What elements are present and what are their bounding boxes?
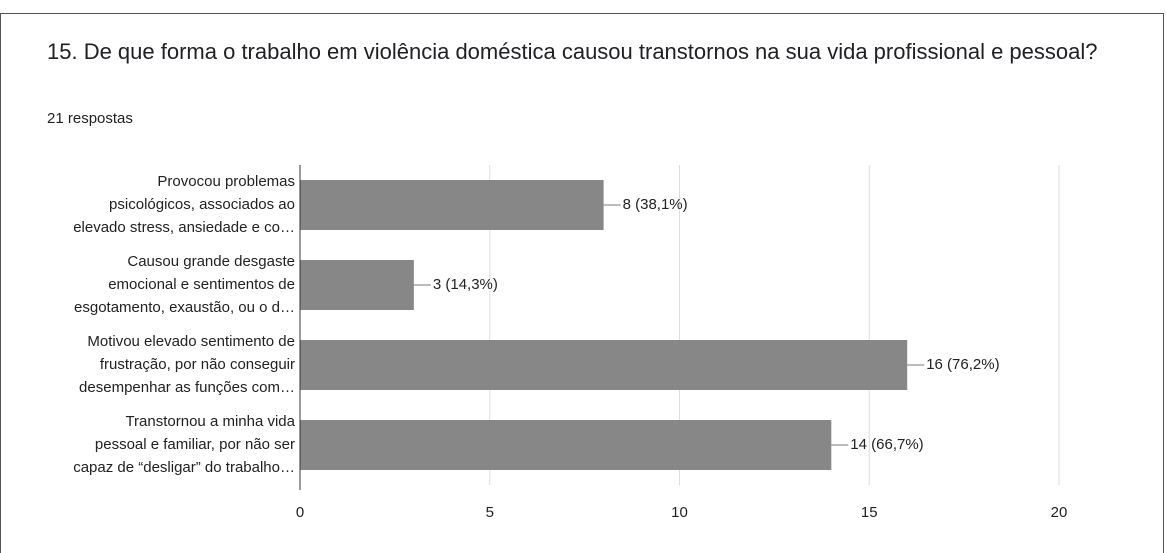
card <box>0 13 1164 553</box>
chart-title: 15. De que forma o trabalho em violência… <box>47 39 1098 64</box>
chart-subtitle: 21 respostas <box>47 110 133 127</box>
y-tick-label: Motivou elevado sentimento de <box>87 333 295 350</box>
bar <box>300 260 414 310</box>
page: 15. De que forma o trabalho em violência… <box>0 13 1164 553</box>
y-tick-label: desempenhar as funções com… <box>79 379 295 396</box>
y-tick-label: Provocou problemas <box>157 173 295 190</box>
y-tick-label: psicológicos, associados ao <box>109 196 295 213</box>
value-label: 8 (38,1%) <box>623 196 688 213</box>
x-tick-label: 0 <box>296 504 304 521</box>
y-tick-label: emocional e sentimentos de <box>108 276 295 293</box>
x-tick-label: 20 <box>1051 504 1068 521</box>
value-label: 3 (14,3%) <box>433 276 498 293</box>
bar <box>300 340 908 390</box>
y-tick-label: capaz de “desligar” do trabalho… <box>73 459 295 476</box>
bar <box>300 420 832 470</box>
y-tick-label: pessoal e familiar, por não ser <box>95 436 295 453</box>
y-tick-label: frustração, por não conseguir <box>100 356 295 373</box>
x-tick-label: 5 <box>486 504 494 521</box>
y-tick-label: Transtornou a minha vida <box>125 413 295 430</box>
x-tick-label: 10 <box>671 504 688 521</box>
y-tick-label: Causou grande desgaste <box>127 253 295 270</box>
chart: 0 5 10 15 20 Provocou problemas psicológicos, … <box>73 165 1068 521</box>
value-label: 16 (76,2%) <box>926 356 999 373</box>
bar <box>300 180 604 230</box>
value-label: 14 (66,7%) <box>850 436 923 453</box>
x-tick-label: 15 <box>861 504 878 521</box>
y-tick-label: elevado stress, ansiedade e co… <box>73 219 295 236</box>
y-tick-label: esgotamento, exaustão, ou o d… <box>74 299 295 316</box>
